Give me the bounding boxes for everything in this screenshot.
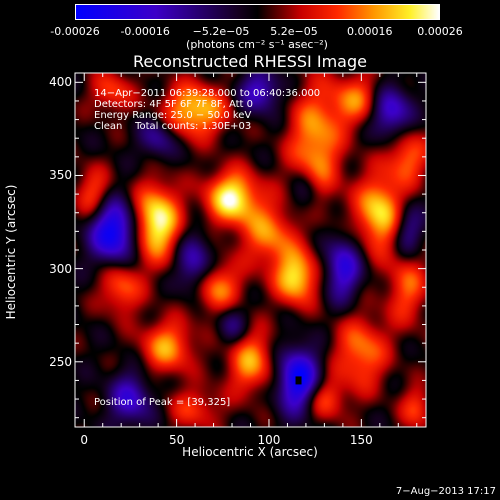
- colorbar-tick-label: 5.2e−05: [270, 25, 318, 38]
- info-total-counts: Clean Total counts: 1.30E+03: [94, 121, 252, 132]
- colorbar-tick-label: 0.00016: [347, 25, 393, 38]
- timestamp-footer: 7−Aug−2013 17:17: [395, 486, 496, 497]
- y-tick-label: 400: [49, 75, 72, 90]
- x-tick-label: 0: [80, 433, 89, 447]
- y-axis-label: Heliocentric Y (arcsec): [4, 184, 18, 320]
- x-tick-label: 150: [349, 433, 373, 447]
- info-detectors: Detectors: 4F 5F 6F 7F 8F, Att 0: [94, 99, 254, 110]
- y-tick-label: 350: [49, 168, 72, 183]
- peak-position-label: Position of Peak = [39,325]: [94, 397, 231, 408]
- colorbar-unit-label: (photons cm⁻² s⁻¹ asec⁻²): [186, 38, 328, 51]
- y-tick-label: 300: [49, 261, 72, 276]
- info-energy-range: Energy Range: 25.0 − 50.0 keV: [94, 110, 252, 121]
- y-tick-label: 250: [49, 354, 72, 369]
- colorbar: [75, 4, 440, 20]
- colorbar-tick-label: 0.00026: [417, 25, 463, 38]
- x-axis-label: Heliocentric X (arcsec): [182, 445, 318, 459]
- colorbar-tick-label: -0.00016: [120, 25, 170, 38]
- colorbar-tick-label: -0.00026: [50, 25, 100, 38]
- x-tick-label: 100: [257, 433, 281, 447]
- info-time-range: 14−Apr−2011 06:39:28.000 to 06:40:36.000: [94, 88, 321, 99]
- x-tick-label: 50: [168, 433, 185, 447]
- colorbar-tick-label: −5.2e−05: [192, 25, 250, 38]
- chart-title: Reconstructed RHESSI Image: [133, 52, 367, 71]
